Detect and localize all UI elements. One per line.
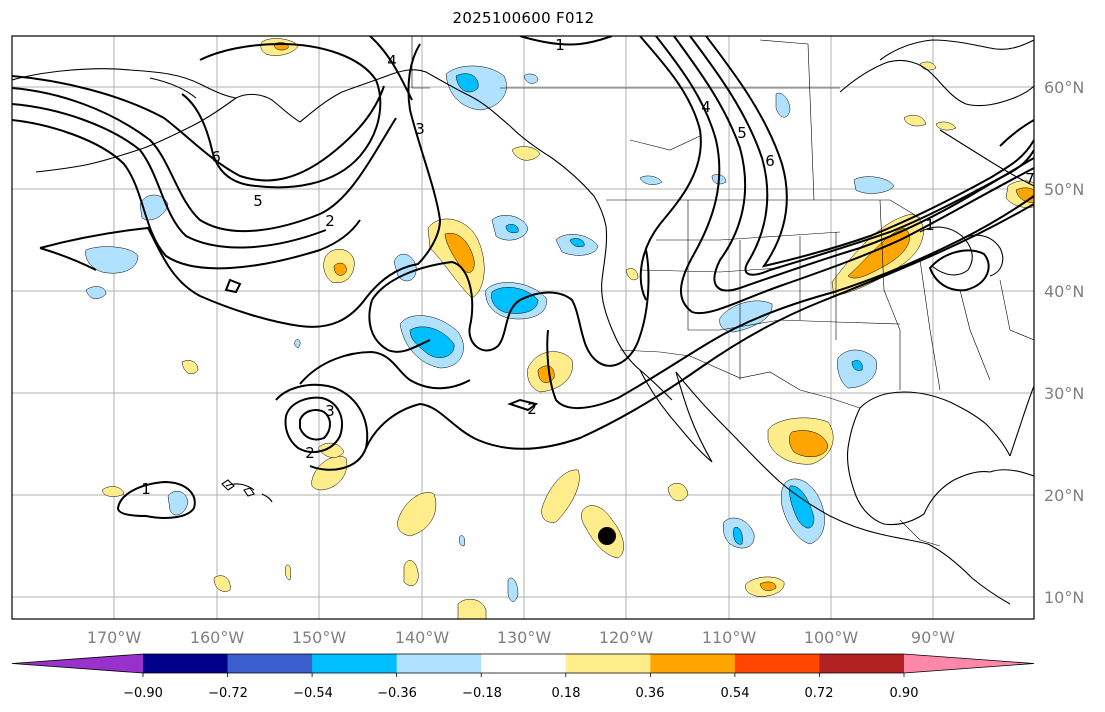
colorbar-segment bbox=[312, 654, 398, 673]
lon-label-150w: 150°W bbox=[292, 628, 347, 647]
map-background bbox=[12, 36, 1034, 619]
contour-label-6b: 6 bbox=[765, 152, 775, 170]
colorbar-tick-labels: −0.90 −0.72 −0.54 −0.36 −0.18 0.18 0.36 … bbox=[123, 686, 918, 701]
lon-label-140w: 140°W bbox=[395, 628, 450, 647]
colorbar-segment bbox=[481, 654, 567, 673]
colorbar-segment bbox=[734, 654, 820, 673]
contour-label-4: 4 bbox=[387, 52, 397, 70]
lon-label-100w: 100°W bbox=[804, 628, 859, 647]
contour-label-1c: 1 bbox=[925, 216, 935, 234]
colorbar-extend-min bbox=[12, 654, 143, 673]
contour-label-5b: 5 bbox=[737, 124, 747, 142]
colorbar-label-054: 0.54 bbox=[721, 686, 750, 701]
lat-label-60: 60°N bbox=[1044, 78, 1084, 97]
political-borders bbox=[411, 36, 1034, 547]
colorbar-label-neg018: −0.18 bbox=[462, 686, 502, 701]
contour-label-2: 2 bbox=[325, 212, 335, 230]
contour-labels: 1 2 3 4 5 6 1 2 3 2 1 4 5 6 7 bbox=[141, 36, 1035, 498]
coastlines bbox=[12, 39, 1034, 605]
lon-label-110w: 110°W bbox=[702, 628, 757, 647]
lat-label-50: 50°N bbox=[1044, 180, 1084, 199]
colorbar bbox=[11, 653, 1035, 677]
contour-label-5: 5 bbox=[253, 192, 263, 210]
storm-center-marker bbox=[598, 527, 616, 545]
contour-label-3: 3 bbox=[415, 120, 425, 138]
colorbar-segment bbox=[227, 654, 313, 673]
colorbar-label-neg036: −0.36 bbox=[377, 686, 417, 701]
colorbar-label-018: 0.18 bbox=[552, 686, 581, 701]
lon-label-130w: 130°W bbox=[497, 628, 552, 647]
colorbar-segment bbox=[650, 654, 736, 673]
contour-label-6: 6 bbox=[211, 148, 221, 166]
colorbar-label-072: 0.72 bbox=[805, 686, 834, 701]
colorbar-label-neg090: −0.90 bbox=[123, 686, 163, 701]
colorbar-segment bbox=[565, 654, 651, 673]
lat-label-20: 20°N bbox=[1044, 486, 1084, 505]
lat-label-40: 40°N bbox=[1044, 282, 1084, 301]
lon-label-90w: 90°W bbox=[911, 628, 955, 647]
colorbar-label-036: 0.36 bbox=[636, 686, 665, 701]
lon-label-170w: 170°W bbox=[87, 628, 142, 647]
contours bbox=[12, 36, 1034, 519]
contour-label-2b: 2 bbox=[305, 444, 315, 462]
contour-label-2c: 2 bbox=[527, 400, 537, 418]
contour-label-4b: 4 bbox=[701, 98, 711, 116]
colorbar-label-neg072: −0.72 bbox=[208, 686, 248, 701]
colorbar-segment bbox=[143, 654, 229, 673]
colorbar-label-neg054: −0.54 bbox=[293, 686, 333, 701]
contour-label-7: 7 bbox=[1025, 170, 1035, 188]
colorbar-label-090: 0.90 bbox=[890, 686, 919, 701]
contour-label-3b: 3 bbox=[325, 402, 335, 420]
lon-label-160w: 160°W bbox=[190, 628, 245, 647]
lat-label-30: 30°N bbox=[1044, 384, 1084, 403]
contour-label-1b: 1 bbox=[141, 480, 151, 498]
contour-label-1: 1 bbox=[555, 36, 565, 54]
longitude-labels: 170°W 160°W 150°W 140°W 130°W 120°W 110°… bbox=[87, 628, 955, 647]
latitude-labels: 60°N 50°N 40°N 30°N 20°N 10°N bbox=[1044, 78, 1084, 607]
lon-label-120w: 120°W bbox=[599, 628, 654, 647]
map-frame bbox=[11, 35, 1035, 620]
colorbar-extend-max bbox=[904, 654, 1034, 673]
colorbar-segment bbox=[396, 654, 482, 673]
map-title: 2025100600 F012 bbox=[452, 9, 595, 27]
colorbar-segment bbox=[819, 654, 905, 673]
lat-label-10: 10°N bbox=[1044, 588, 1084, 607]
